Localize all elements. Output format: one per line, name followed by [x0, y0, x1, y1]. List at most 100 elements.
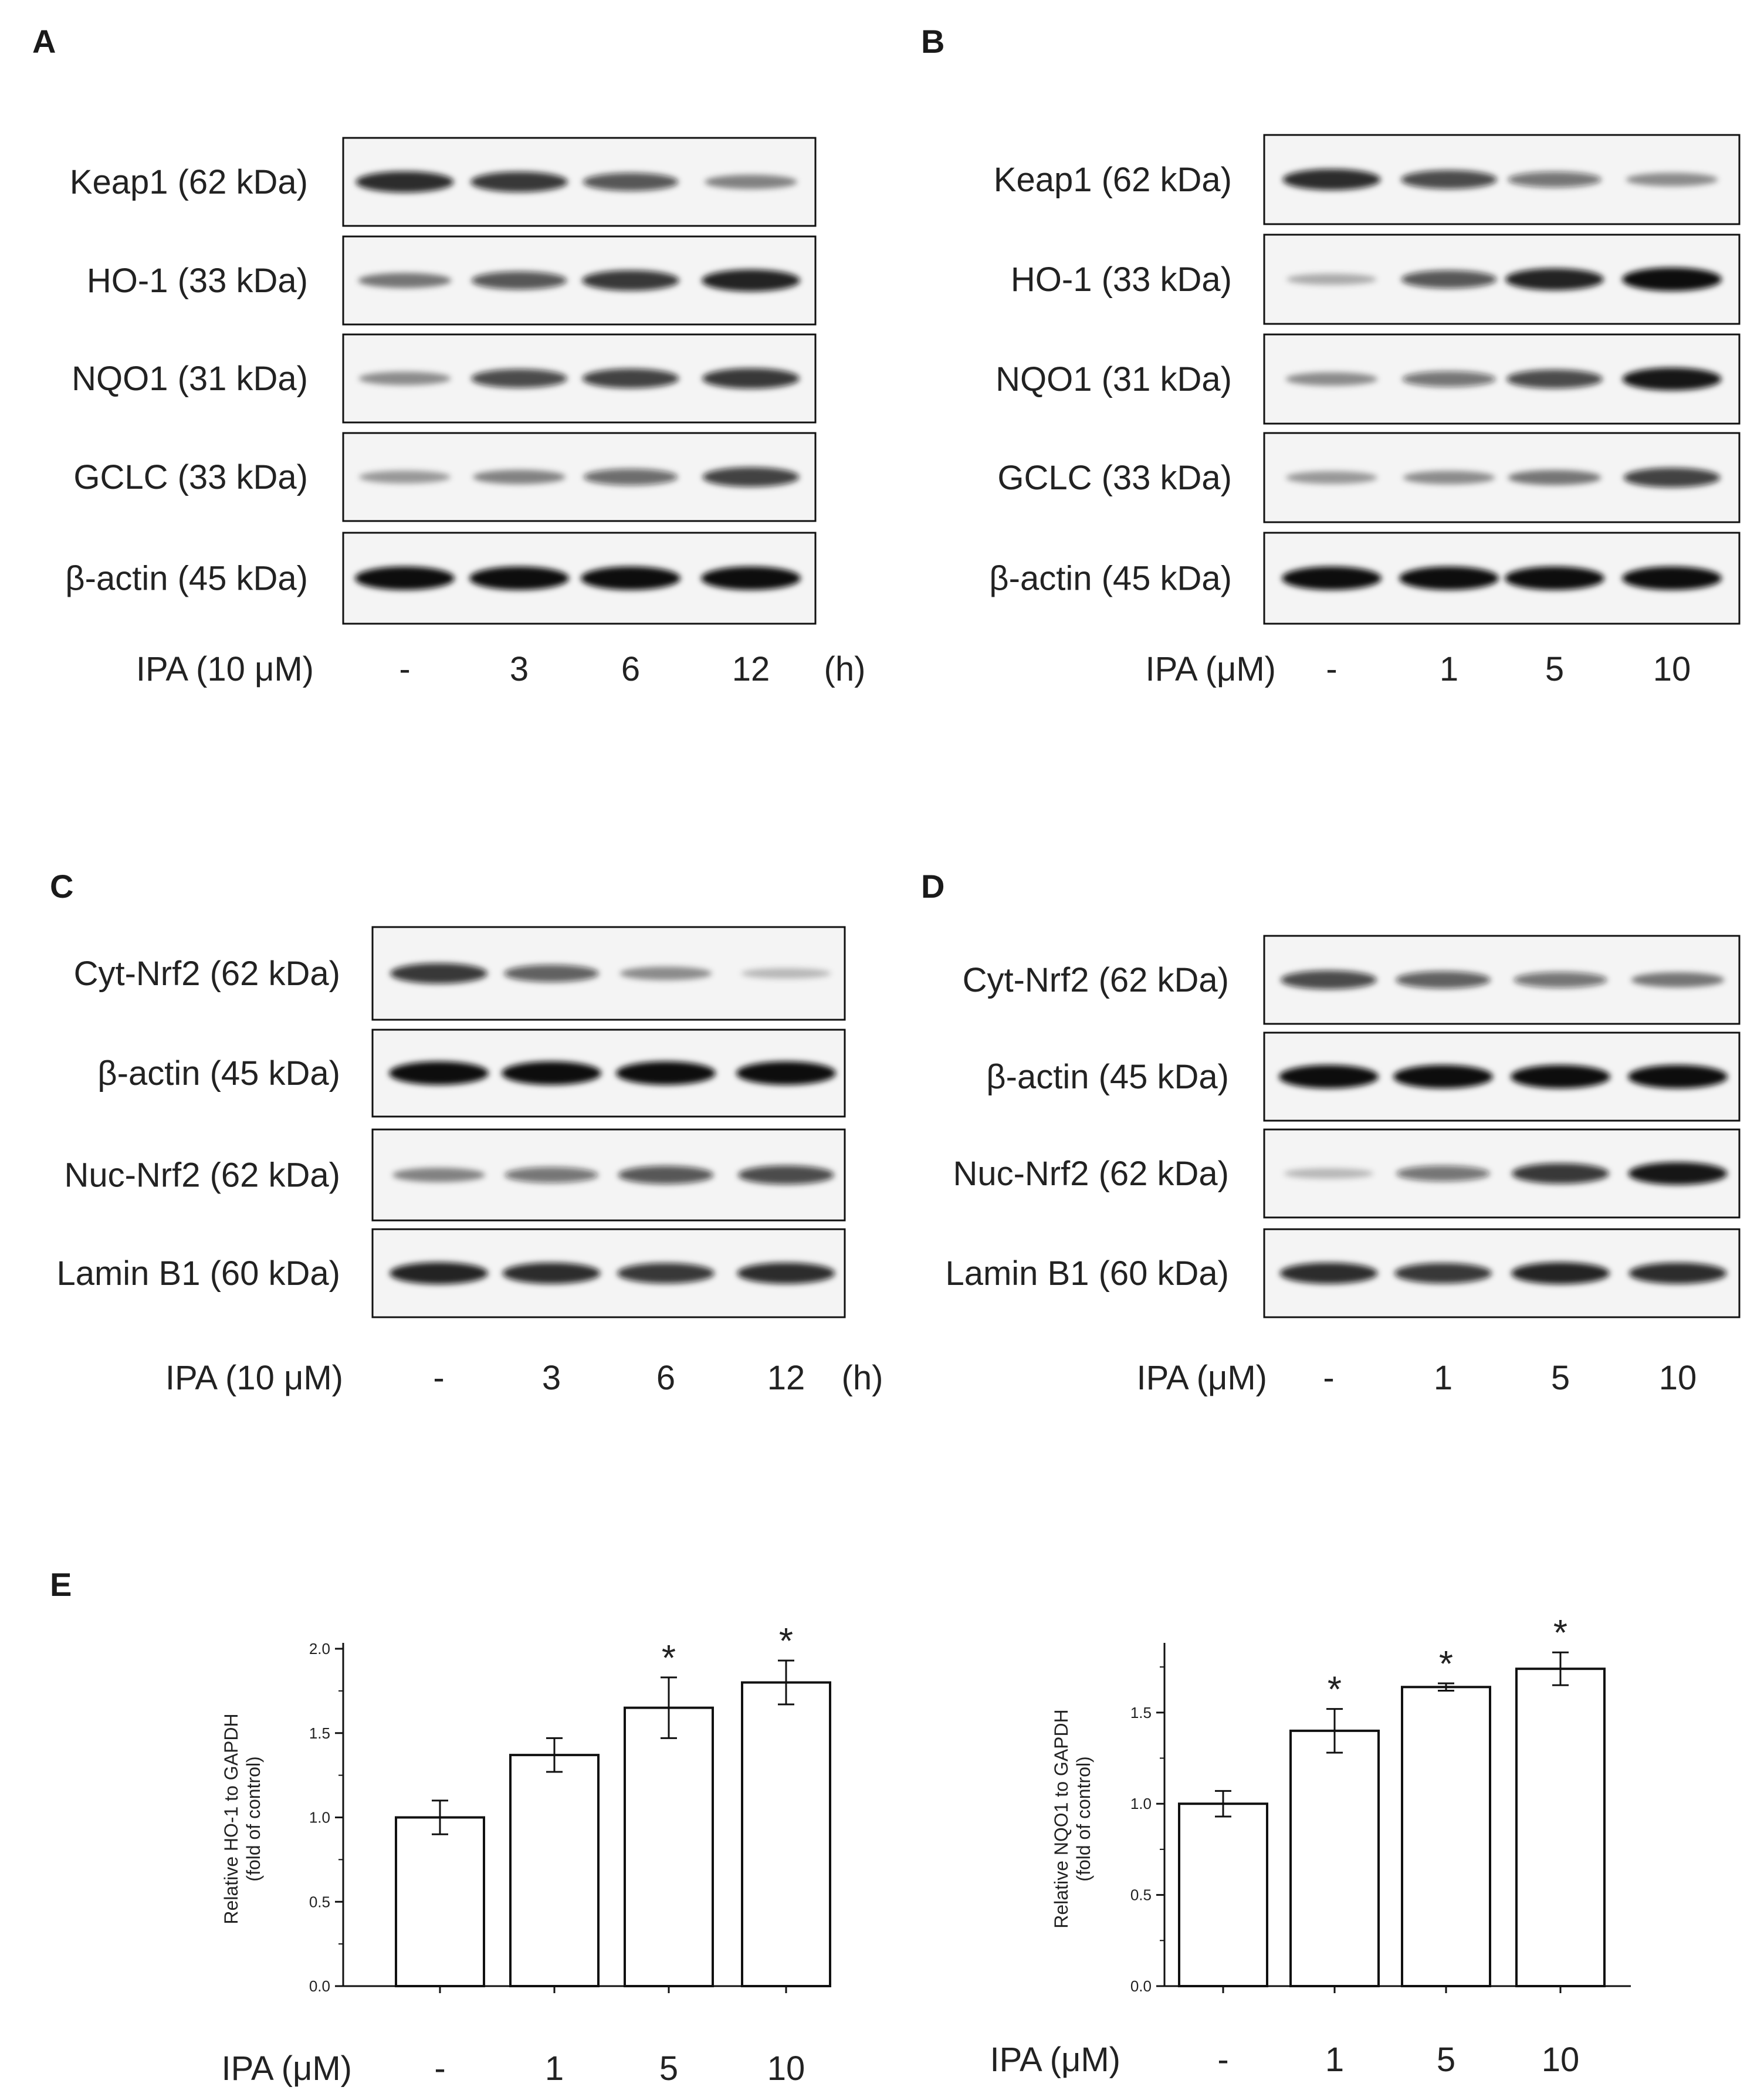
lane-label: 10 — [1653, 650, 1691, 688]
protein-band — [1505, 268, 1604, 290]
blot-row: GCLC (33 kDa) — [997, 432, 1741, 523]
lane-label: 3 — [510, 650, 529, 688]
y-tick-label: 1.5 — [309, 1724, 330, 1742]
protein-band — [389, 1061, 489, 1085]
y-tick-label: 0.0 — [309, 1977, 330, 1995]
blot-panel-a: A Keap1 (62 kDa) HO-1 (33 kDa) NQO1 (31 kDa… — [32, 23, 865, 688]
panel-letter: B — [921, 23, 944, 60]
blot-row: HO-1 (33 kDa) — [87, 235, 817, 326]
protein-label: Keap1 (62 kDa) — [70, 163, 308, 201]
protein-band — [1628, 1262, 1727, 1284]
y-tick-label: 1.0 — [1130, 1795, 1152, 1812]
y-axis-label: Relative HO-1 to GAPDH(fold of control) — [221, 1713, 264, 1924]
time-unit-label: (h) — [824, 650, 866, 688]
treatment-label: IPA (μM) — [1137, 1359, 1267, 1397]
protein-label: GCLC (33 kDa) — [73, 458, 308, 496]
panel-letter: E — [50, 1566, 72, 1603]
protein-band — [702, 467, 800, 487]
protein-band — [1511, 1065, 1610, 1088]
lane-label: - — [399, 650, 410, 688]
protein-label: NQO1 (31 kDa) — [996, 360, 1232, 398]
bar — [395, 1816, 485, 1987]
protein-band — [1396, 971, 1491, 989]
protein-band — [1279, 1262, 1378, 1284]
x-tick-label: - — [434, 2049, 445, 2088]
significance-marker: * — [1553, 1613, 1567, 1653]
protein-band — [702, 368, 800, 389]
treatment-label: IPA (10 μM) — [165, 1359, 343, 1397]
time-unit-label: (h) — [842, 1359, 883, 1397]
blot-row: Keap1 (62 kDa) — [70, 137, 817, 227]
x-tick-label: 1 — [1325, 2041, 1344, 2079]
protein-band — [702, 269, 800, 292]
protein-band — [1394, 1263, 1492, 1284]
x-tick-label: 5 — [1437, 2041, 1455, 2079]
blot-row: Nuc-Nrf2 (62 kDa) — [953, 1128, 1741, 1219]
protein-band — [470, 171, 568, 192]
protein-band — [741, 968, 831, 979]
y-tick-label: 1.0 — [309, 1809, 330, 1827]
protein-band — [1401, 270, 1497, 289]
protein-band — [1506, 369, 1603, 389]
y-tick-label: 0.5 — [1130, 1886, 1152, 1904]
protein-label: Cyt-Nrf2 (62 kDa) — [963, 961, 1229, 999]
lane-label: 1 — [1434, 1359, 1452, 1397]
protein-band — [1284, 1168, 1374, 1179]
protein-band — [1285, 372, 1378, 386]
y-tick-label: 0.0 — [1130, 1977, 1152, 1995]
protein-band — [471, 271, 567, 290]
protein-label: Cyt-Nrf2 (62 kDa) — [74, 955, 340, 993]
protein-label: β-actin (45 kDa) — [989, 560, 1232, 598]
protein-band — [1512, 1163, 1609, 1184]
protein-label: NQO1 (31 kDa) — [72, 360, 308, 398]
lane-label: 1 — [1440, 650, 1458, 688]
protein-band — [504, 965, 599, 982]
protein-band — [1399, 566, 1499, 590]
blot-row: HO-1 (33 kDa) — [1011, 234, 1741, 325]
protein-band — [1511, 1262, 1610, 1284]
bar — [1178, 1802, 1268, 1988]
x-axis-label: IPA (μM) — [990, 2041, 1120, 2079]
bar — [1401, 1686, 1491, 1987]
protein-band — [502, 1262, 601, 1284]
x-tick-label: 10 — [1542, 2041, 1580, 2079]
blot-panel-c: C Cyt-Nrf2 (62 kDa) β-actin (45 kDa) Nuc-Nr… — [50, 868, 883, 1397]
blot-row: NQO1 (31 kDa) — [996, 333, 1741, 425]
y-tick-label: 0.5 — [309, 1893, 330, 1910]
y-tick-label: 2.0 — [309, 1640, 330, 1658]
protein-band — [1282, 566, 1382, 590]
y-tick-label: 1.5 — [1130, 1704, 1152, 1721]
lane-label: 10 — [1659, 1359, 1697, 1397]
protein-band — [583, 468, 678, 486]
x-tick-label: 1 — [545, 2049, 564, 2088]
treatment-label: IPA (μM) — [1146, 650, 1276, 688]
protein-band — [390, 1262, 488, 1284]
protein-band — [617, 1263, 715, 1284]
lane-label: 5 — [1545, 650, 1564, 688]
protein-band — [1402, 371, 1496, 387]
protein-band — [736, 1061, 836, 1085]
protein-band — [1393, 1065, 1493, 1088]
protein-band — [582, 270, 679, 291]
protein-band — [1396, 1165, 1490, 1182]
protein-band — [505, 1167, 598, 1183]
lane-label: 6 — [656, 1359, 675, 1397]
protein-band — [1626, 173, 1718, 187]
bar-chart-2: 0.0 0.5 1.0 1.5 Relative NQO1 to GAPDH(fold … — [990, 1613, 1631, 2079]
protein-band — [1279, 1065, 1379, 1088]
protein-band — [358, 371, 451, 385]
blot-row: Cyt-Nrf2 (62 kDa) — [74, 926, 846, 1021]
bar — [624, 1706, 714, 1987]
protein-band — [358, 273, 452, 288]
protein-band — [1628, 1162, 1728, 1185]
protein-band — [502, 1061, 601, 1085]
lane-label: 12 — [767, 1359, 805, 1397]
protein-band — [616, 1061, 716, 1085]
significance-marker: * — [779, 1621, 793, 1662]
protein-label: Lamin B1 (60 kDa) — [56, 1254, 340, 1293]
blot-panel-b: B Keap1 (62 kDa) HO-1 (33 kDa) NQO1 (31 kDa… — [921, 23, 1741, 688]
protein-band — [1514, 972, 1607, 988]
protein-band — [1505, 566, 1604, 590]
lane-label: 6 — [621, 650, 640, 688]
blot-row: NQO1 (31 kDa) — [72, 333, 817, 424]
